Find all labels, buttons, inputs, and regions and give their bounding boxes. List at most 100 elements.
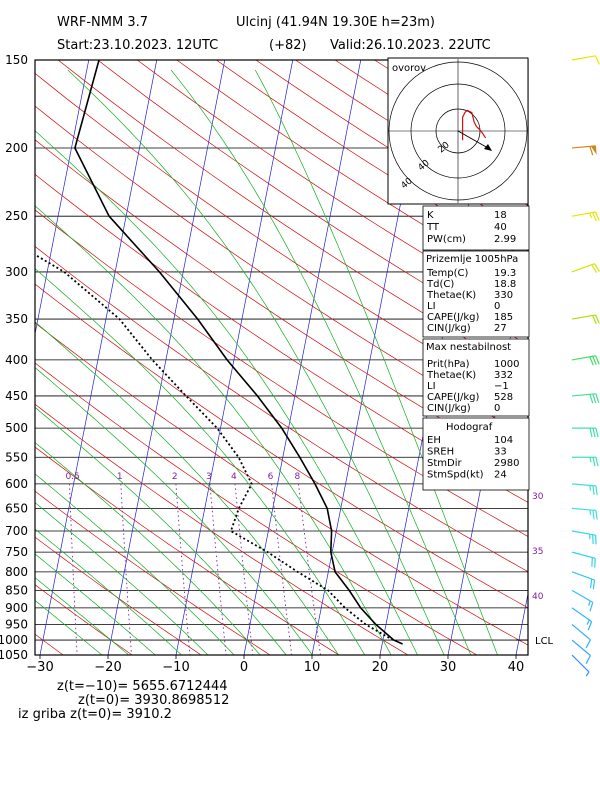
pressure-tick-label: 450 bbox=[5, 389, 28, 403]
barb-staff bbox=[571, 483, 596, 487]
station-location: Ulcinj (41.94N 19.30E h=23m) bbox=[236, 15, 435, 30]
info-value: 0 bbox=[494, 403, 500, 414]
isotherm bbox=[175, 60, 294, 655]
moist-adiabat bbox=[35, 502, 209, 655]
barb-feather bbox=[589, 428, 593, 438]
wind-barb bbox=[571, 530, 597, 545]
info-label: StmSpd(kt) bbox=[427, 470, 484, 481]
temperature-tick-label: 30 bbox=[440, 660, 457, 675]
wind-barb bbox=[571, 623, 591, 649]
valid-time: Valid:26.10.2023. 22UTC bbox=[330, 38, 491, 53]
wind-barb bbox=[571, 607, 593, 631]
barb-half-feather bbox=[589, 509, 592, 516]
hodograph-label: ovorov bbox=[392, 63, 426, 74]
pressure-tick-label: 1000 bbox=[0, 633, 28, 647]
wind-barb bbox=[571, 551, 596, 568]
info-label: Thetae(K) bbox=[426, 290, 476, 301]
pressure-tick-label: 900 bbox=[5, 601, 28, 615]
barb-staff bbox=[571, 654, 590, 673]
barb-feather bbox=[592, 579, 596, 590]
pressure-tick-label: 350 bbox=[5, 312, 28, 326]
pressure-tick-label: 400 bbox=[5, 353, 28, 367]
mixing-ratio-label: 4 bbox=[231, 472, 237, 482]
temperature-tick-label: −30 bbox=[26, 660, 53, 675]
isotherm bbox=[35, 60, 90, 336]
barb-feather bbox=[587, 621, 593, 631]
info-value: 24 bbox=[494, 470, 507, 481]
temperature-tick-label: 20 bbox=[372, 660, 389, 675]
info-value: −1 bbox=[494, 381, 509, 392]
pressure-tick-label: 700 bbox=[5, 524, 28, 538]
dry-adiabat bbox=[35, 139, 528, 470]
moist-adiabat bbox=[35, 130, 418, 655]
model-name: WRF-NMM 3.7 bbox=[57, 15, 148, 30]
info-value: 0 bbox=[494, 301, 500, 312]
moist-adiabat bbox=[35, 406, 287, 655]
barb-feather bbox=[589, 394, 594, 404]
info-value: 40 bbox=[494, 222, 507, 233]
mixing-ratio-line bbox=[175, 483, 191, 655]
info-label: LI bbox=[427, 301, 436, 312]
barb-feather bbox=[594, 263, 600, 272]
barb-feather bbox=[595, 55, 600, 65]
pressure-tick-label: 950 bbox=[5, 617, 28, 631]
barb-feather bbox=[589, 356, 594, 366]
barb-pennant bbox=[590, 145, 597, 155]
moist-adiabat bbox=[35, 577, 129, 655]
barb-feather bbox=[595, 510, 598, 520]
pressure-tick-label: 1050 bbox=[0, 648, 28, 662]
dry-adiabat bbox=[35, 245, 528, 573]
hodograph-ring-1 bbox=[435, 108, 481, 154]
mixing-ratio-label: 2 bbox=[172, 472, 178, 482]
info-label: K bbox=[427, 210, 434, 221]
barb-feather bbox=[589, 602, 594, 612]
temperature-tick-label: 0 bbox=[240, 660, 248, 675]
info-value: 185 bbox=[494, 312, 513, 323]
hodograph-trace bbox=[462, 109, 487, 141]
dewpoint-curve bbox=[35, 253, 394, 641]
mixing-ratio-line bbox=[271, 483, 293, 655]
barb-half-feather bbox=[586, 619, 590, 625]
max-instability-title: Max nestabilnost bbox=[426, 342, 511, 353]
barb-staff bbox=[571, 639, 591, 656]
info-label: PW(cm) bbox=[427, 234, 466, 245]
mixing-ratio-line bbox=[120, 483, 132, 655]
wind-barb bbox=[572, 427, 599, 438]
wind-barb bbox=[571, 571, 596, 590]
moist-adiabat bbox=[35, 473, 235, 655]
info-value: 27 bbox=[494, 323, 507, 334]
mixing-ratio-line bbox=[298, 483, 321, 655]
barb-staff bbox=[571, 145, 596, 149]
barb-feather bbox=[595, 355, 600, 365]
barb-staff bbox=[571, 263, 595, 273]
theta-label: 35 bbox=[532, 547, 543, 557]
barb-staff bbox=[571, 211, 596, 217]
info-value: 1000 bbox=[494, 359, 519, 370]
storm-motion-arrowhead bbox=[484, 144, 492, 151]
barb-half-feather bbox=[587, 600, 591, 606]
pressure-tick-label: 550 bbox=[5, 450, 28, 464]
info-value: 2.99 bbox=[494, 234, 516, 245]
dry-adiabat bbox=[35, 362, 478, 655]
wind-barb bbox=[571, 355, 600, 366]
dry-adiabat bbox=[35, 490, 271, 655]
mixing-ratio-label: 8 bbox=[294, 472, 300, 482]
theta-label: 30 bbox=[532, 492, 544, 502]
barb-feather bbox=[592, 485, 595, 495]
mixing-ratio-line bbox=[234, 483, 254, 655]
surface-box bbox=[422, 250, 530, 338]
pressure-tick-label: 150 bbox=[5, 53, 28, 67]
temperature-tick-label: 10 bbox=[304, 660, 321, 675]
dry-adiabat bbox=[35, 105, 528, 438]
info-value: 18.8 bbox=[494, 279, 516, 290]
dry-adiabat bbox=[35, 446, 340, 655]
pressure-tick-label: 250 bbox=[5, 209, 28, 223]
moist-adiabat bbox=[170, 69, 472, 655]
hodograf-box bbox=[422, 417, 530, 491]
hodograf-title: Hodograf bbox=[446, 422, 493, 433]
isotherm bbox=[39, 60, 158, 655]
barb-staff bbox=[571, 55, 596, 61]
dry-adiabat bbox=[35, 283, 528, 609]
barb-feather bbox=[589, 146, 594, 156]
